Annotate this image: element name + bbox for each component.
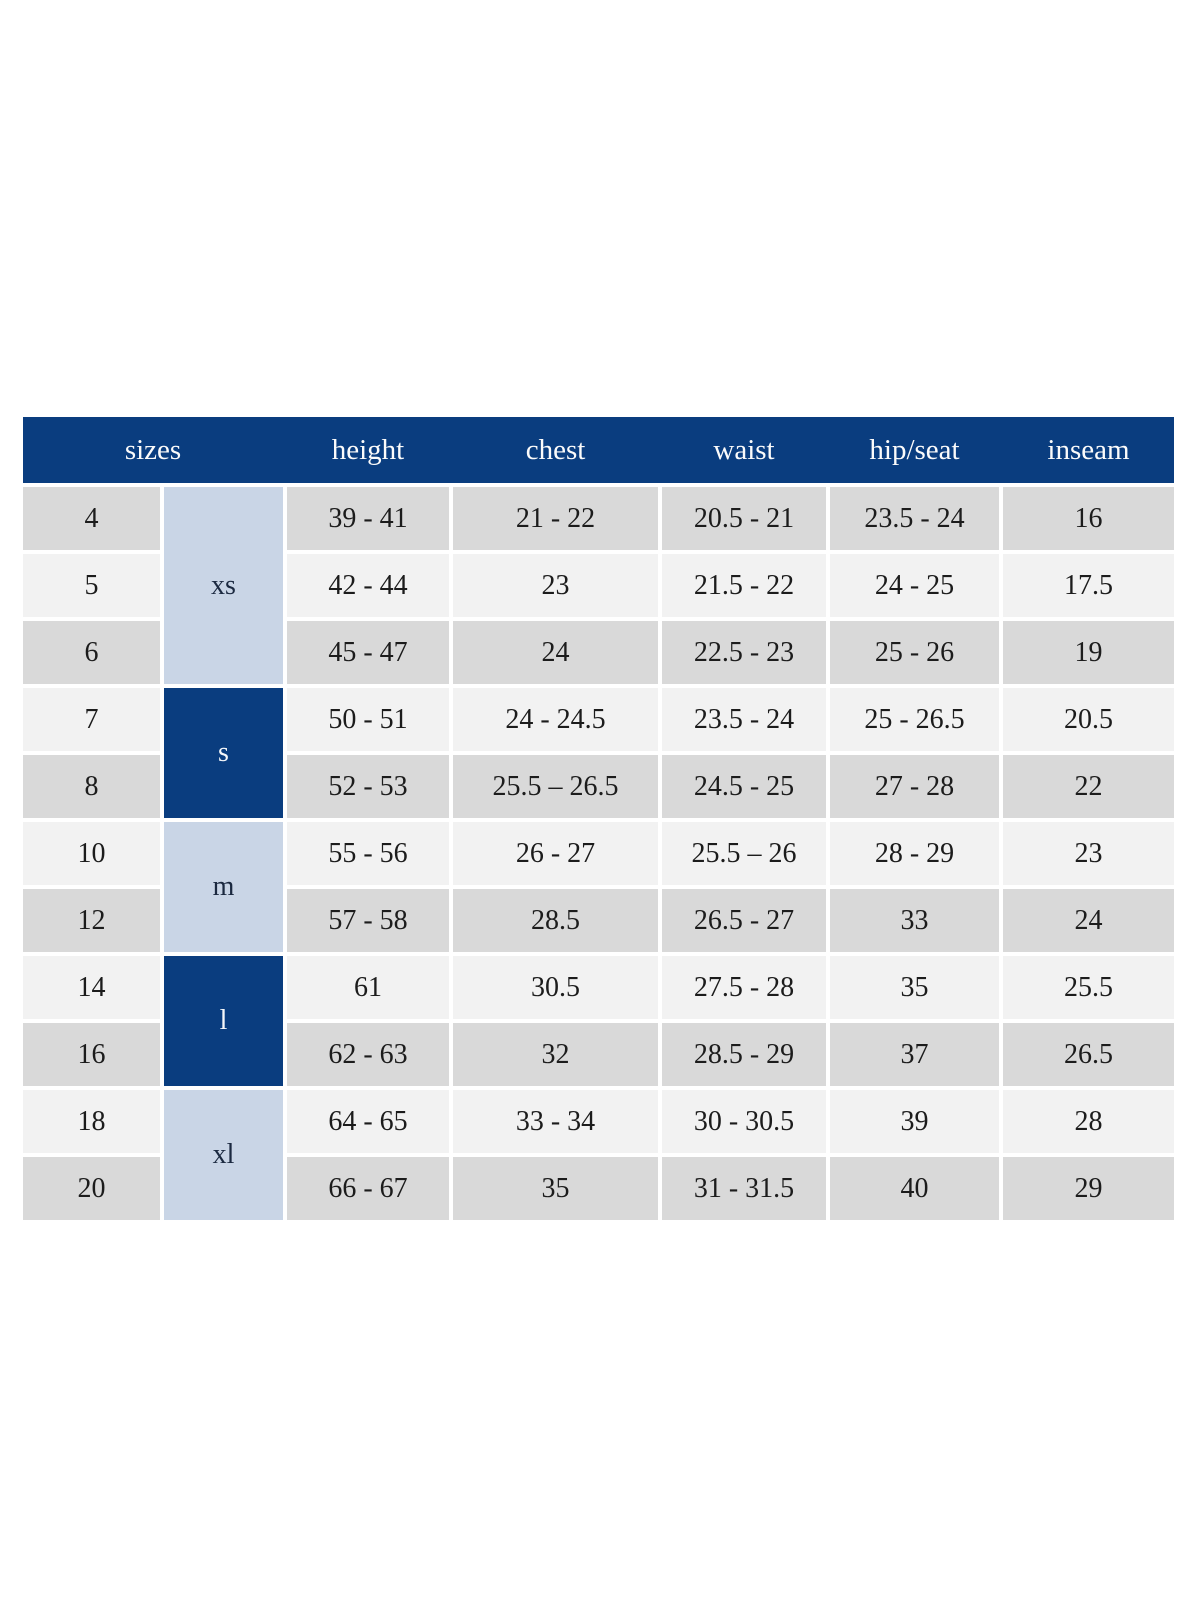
height-cell: 55 - 56 [287,822,449,885]
inseam-cell: 17.5 [1003,554,1174,617]
size-chart-table: sizes height chest waist hip/seat inseam… [23,417,1174,1220]
table-body: xs s m l xl 4 39 - 41 21 - 22 20.5 - 21 23.5 - 24… [23,487,1174,1220]
inseam-cell: 22 [1003,755,1174,818]
chest-cell: 24 [453,621,658,684]
inseam-cell: 23 [1003,822,1174,885]
chest-cell: 28.5 [453,889,658,952]
height-cell: 45 - 47 [287,621,449,684]
size-cell: 6 [23,621,160,684]
header-cell-inseam: inseam [1047,433,1130,466]
size-cell: 4 [23,487,160,550]
header-cell-height: height [331,433,405,466]
inseam-cell: 24 [1003,889,1174,952]
header-cell-sizes: sizes [124,433,182,466]
inseam-cell: 26.5 [1003,1023,1174,1086]
chest-cell: 33 - 34 [453,1090,658,1153]
group-cell-s: s [164,688,283,818]
hip-seat-cell: 23.5 - 24 [830,487,999,550]
hip-seat-cell: 25 - 26 [830,621,999,684]
hip-seat-cell: 33 [830,889,999,952]
inseam-cell: 29 [1003,1157,1174,1220]
group-cell-xl: xl [164,1090,283,1220]
waist-cell: 26.5 - 27 [662,889,826,952]
height-cell: 50 - 51 [287,688,449,751]
hip-seat-cell: 24 - 25 [830,554,999,617]
size-cell: 5 [23,554,160,617]
height-cell: 66 - 67 [287,1157,449,1220]
inseam-cell: 19 [1003,621,1174,684]
size-cell: 8 [23,755,160,818]
waist-cell: 24.5 - 25 [662,755,826,818]
height-cell: 52 - 53 [287,755,449,818]
size-cell: 20 [23,1157,160,1220]
group-cell-xs: xs [164,487,283,684]
height-cell: 62 - 63 [287,1023,449,1086]
inseam-cell: 25.5 [1003,956,1174,1019]
hip-seat-cell: 35 [830,956,999,1019]
height-cell: 42 - 44 [287,554,449,617]
inseam-cell: 28 [1003,1090,1174,1153]
chest-cell: 32 [453,1023,658,1086]
waist-cell: 25.5 – 26 [662,822,826,885]
size-cell: 7 [23,688,160,751]
height-cell: 61 [287,956,449,1019]
size-cell: 16 [23,1023,160,1086]
chest-cell: 35 [453,1157,658,1220]
group-cell-m: m [164,822,283,952]
hip-seat-cell: 39 [830,1090,999,1153]
size-cell: 12 [23,889,160,952]
height-cell: 64 - 65 [287,1090,449,1153]
header-cell-hip-seat: hip/seat [869,433,960,466]
waist-cell: 27.5 - 28 [662,956,826,1019]
waist-cell: 20.5 - 21 [662,487,826,550]
chest-cell: 23 [453,554,658,617]
waist-cell: 22.5 - 23 [662,621,826,684]
hip-seat-cell: 25 - 26.5 [830,688,999,751]
size-cell: 18 [23,1090,160,1153]
header-cell-waist: waist [713,433,775,466]
waist-cell: 28.5 - 29 [662,1023,826,1086]
size-cell: 14 [23,956,160,1019]
height-cell: 39 - 41 [287,487,449,550]
size-cell: 10 [23,822,160,885]
chest-cell: 21 - 22 [453,487,658,550]
waist-cell: 21.5 - 22 [662,554,826,617]
chest-cell: 26 - 27 [453,822,658,885]
chest-cell: 25.5 – 26.5 [453,755,658,818]
inseam-cell: 16 [1003,487,1174,550]
hip-seat-cell: 37 [830,1023,999,1086]
header-cell-chest: chest [525,433,586,466]
hip-seat-cell: 28 - 29 [830,822,999,885]
hip-seat-cell: 40 [830,1157,999,1220]
group-cell-l: l [164,956,283,1086]
hip-seat-cell: 27 - 28 [830,755,999,818]
height-cell: 57 - 58 [287,889,449,952]
waist-cell: 31 - 31.5 [662,1157,826,1220]
inseam-cell: 20.5 [1003,688,1174,751]
table-header-row: sizes height chest waist hip/seat inseam [23,417,1174,483]
waist-cell: 23.5 - 24 [662,688,826,751]
chest-cell: 30.5 [453,956,658,1019]
waist-cell: 30 - 30.5 [662,1090,826,1153]
chest-cell: 24 - 24.5 [453,688,658,751]
